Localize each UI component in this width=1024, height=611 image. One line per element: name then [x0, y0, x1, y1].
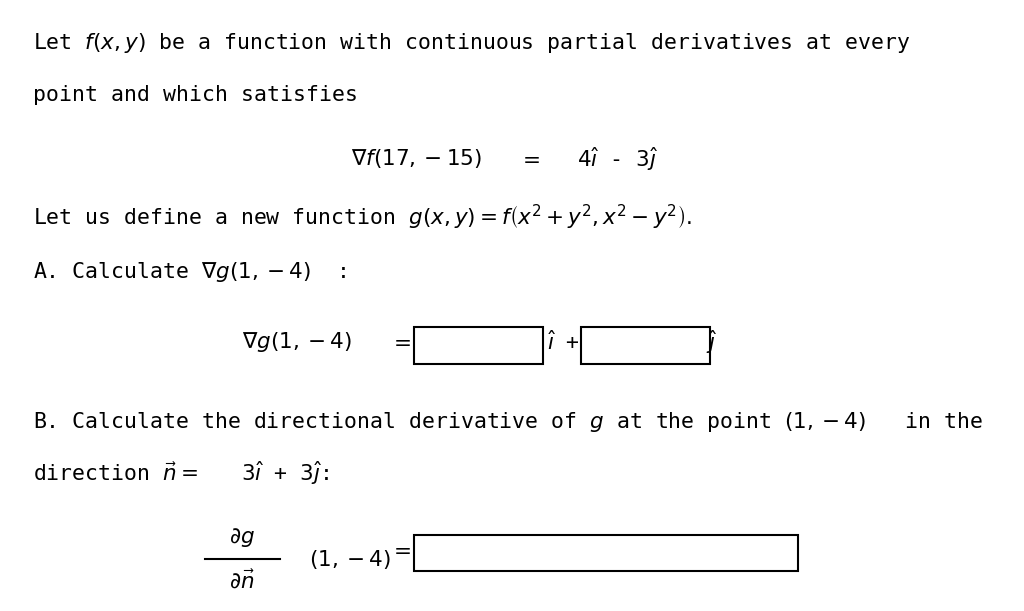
Text: $\hat{\imath}$ +: $\hat{\imath}$ +: [548, 331, 581, 354]
Text: $=$: $=$: [518, 149, 540, 169]
FancyBboxPatch shape: [414, 535, 798, 571]
Text: point and which satisfies: point and which satisfies: [34, 85, 358, 104]
Text: $(1,-4)$: $(1,-4)$: [309, 547, 391, 571]
Text: A. Calculate $\nabla g(1,-4)$  :: A. Calculate $\nabla g(1,-4)$ :: [34, 260, 347, 284]
Text: B. Calculate the directional derivative of $g$ at the point $(1,-4)$   in the: B. Calculate the directional derivative …: [34, 409, 984, 434]
Text: $=$: $=$: [388, 540, 411, 560]
Text: direction $\vec{n} =$   $3\hat{\imath}$ + $3\hat{\jmath}$:: direction $\vec{n} =$ $3\hat{\imath}$ + …: [34, 459, 330, 488]
Text: $\partial g$: $\partial g$: [229, 526, 255, 549]
Text: $4\hat{\imath}$ - $3\hat{\jmath}$: $4\hat{\imath}$ - $3\hat{\jmath}$: [577, 145, 658, 173]
FancyBboxPatch shape: [414, 327, 543, 364]
Text: Let $f(x, y)$ be a function with continuous partial derivatives at every: Let $f(x, y)$ be a function with continu…: [34, 31, 910, 55]
Text: $\hat{\jmath}$: $\hat{\jmath}$: [707, 328, 718, 356]
FancyBboxPatch shape: [581, 327, 711, 364]
Text: $\nabla f(17,-15)$: $\nabla f(17,-15)$: [351, 147, 482, 170]
Text: $=$: $=$: [388, 332, 411, 352]
Text: $\partial \vec{n}$: $\partial \vec{n}$: [229, 569, 255, 592]
Text: $\nabla g(1,-4)$: $\nabla g(1,-4)$: [243, 330, 352, 354]
Text: Let us define a new function $g(x, y) = f\left(x^2 + y^2, x^2 - y^2\right).$: Let us define a new function $g(x, y) = …: [34, 202, 692, 232]
